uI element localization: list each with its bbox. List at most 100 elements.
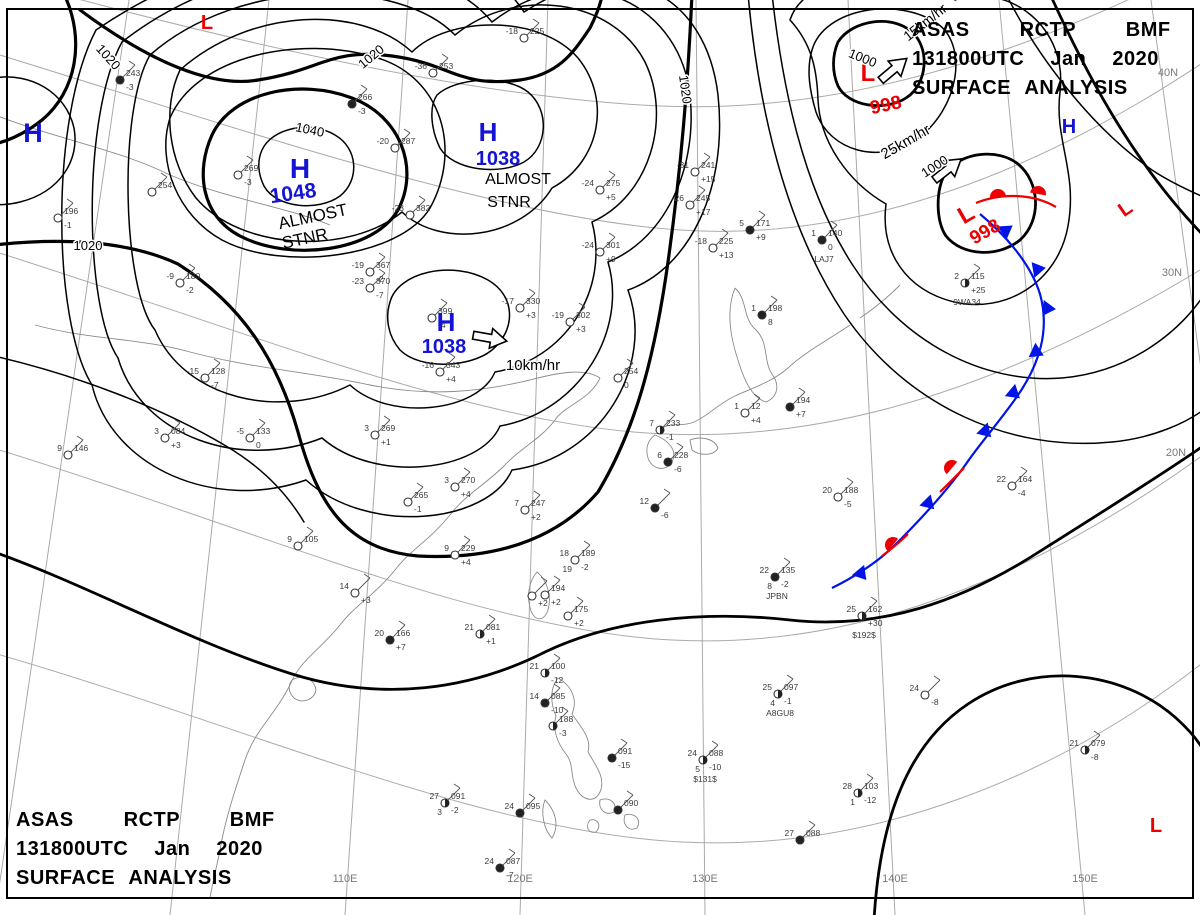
isobar (747, 0, 1200, 445)
station-pressure: 266 (358, 92, 372, 102)
graticule-line (1150, 0, 1200, 366)
station-plot: 196-1 (53, 198, 78, 230)
wind-barb-tick-icon (786, 674, 794, 680)
station-pressure: 087 (506, 856, 520, 866)
wind-barb-icon (547, 687, 561, 701)
coastline (0, 116, 331, 226)
station-id: JPBN (766, 591, 788, 601)
station-circle-icon (785, 402, 795, 412)
station-tendency: +5 (606, 192, 616, 202)
wind-barb-tick-icon (128, 60, 136, 66)
station-circle-icon (833, 492, 843, 502)
station-circle-icon (147, 187, 157, 197)
station-temp: 24 (688, 748, 698, 758)
wind-barb-tick-icon (553, 653, 561, 659)
isobar (0, 0, 694, 559)
station-circle-icon (347, 99, 357, 109)
coastline (528, 571, 550, 620)
low-center: L (201, 12, 213, 34)
high-center: H (437, 307, 456, 337)
wind-barb-icon (705, 744, 719, 758)
wind-barb-icon (614, 742, 628, 756)
wind-barb-tick-icon (540, 576, 548, 582)
station-circle-icon (450, 482, 460, 492)
station-temp: 7 (649, 418, 654, 428)
station-temp: 1 (811, 228, 816, 238)
latitude-label: 30N (1162, 267, 1182, 279)
station-plot: 254 (147, 172, 172, 197)
wind-barb-icon (662, 414, 676, 428)
station-tendency: -7 (506, 870, 514, 880)
wind-barb-icon (410, 486, 424, 500)
high-value: 1038 (422, 336, 467, 358)
warm-front-pip-icon (944, 460, 958, 475)
station-tendency: -2 (186, 285, 194, 295)
station-tendency: -7 (376, 290, 384, 300)
station-temp: -18 (506, 26, 519, 36)
station-temp: 25 (847, 604, 857, 614)
station-temp: 24 (485, 856, 495, 866)
station-pressure: 382 (416, 203, 430, 213)
valid-time: 131800UTC Jan 2020 (16, 838, 263, 860)
station-pressure: 162 (868, 604, 882, 614)
station-tendency: 0 (256, 440, 261, 450)
wind-barb-icon (547, 657, 561, 671)
wind-barb-icon (372, 272, 386, 286)
station-pressure: 100 (551, 661, 565, 671)
movement-speed-label: 25km/hr (878, 121, 933, 163)
station-pressure: 188 (559, 714, 573, 724)
wind-barb-tick-icon (561, 706, 569, 712)
station-tendency: -15 (618, 760, 631, 770)
wind-barb-tick-icon (753, 393, 761, 399)
station-tendency: -5 (844, 499, 852, 509)
wind-barb-icon (357, 577, 371, 591)
wind-barb-tick-icon (668, 410, 676, 416)
station-pressure: 301 (606, 240, 620, 250)
wind-barb-tick-icon (173, 418, 181, 424)
station-plot: 266-3 (347, 84, 372, 116)
high-center: H (479, 117, 498, 147)
wind-barb-tick-icon (398, 620, 406, 626)
station-half-cover-icon (480, 630, 484, 638)
isobar (258, 126, 355, 207)
motion-arrows (471, 57, 963, 350)
station-weather: 5 (695, 764, 700, 774)
station-temp: 14 (340, 581, 350, 591)
station-circle-icon (365, 283, 375, 293)
wind-barb-tick-icon (576, 596, 584, 602)
isobar (78, 0, 603, 84)
station-temp: -15 (187, 366, 200, 376)
station-tendency: -1 (666, 432, 674, 442)
wind-barb-icon (534, 580, 548, 594)
station-tendency: -6 (661, 510, 669, 520)
graticule-line (847, 0, 896, 915)
wind-barb-tick-icon (698, 185, 706, 191)
station-plot: -18 225 +13 (695, 228, 734, 260)
station-plot: 24 088 -10 5$131$ (688, 740, 723, 784)
station-temp: 22 (760, 565, 770, 575)
wind-barb-tick-icon (246, 155, 254, 161)
station-tendency: +3 (361, 595, 371, 605)
station-half-cover-icon (660, 426, 664, 434)
station-tendency: -8 (931, 697, 939, 707)
wind-barb-tick-icon (448, 352, 456, 358)
station-plot: 3 270 +4 (444, 467, 475, 499)
coastline (859, 284, 901, 319)
station-tendency: -4 (438, 320, 446, 330)
station-plot: 18 189 -2 19 (560, 540, 595, 574)
isobar-label: 1020 (355, 42, 387, 72)
station-pressure: 247 (531, 498, 545, 508)
station-plot: -23 382 (392, 195, 430, 220)
wind-barb-tick-icon (463, 467, 471, 473)
station-circle-icon (385, 635, 395, 645)
wind-barb-icon (780, 678, 794, 692)
cold-front-pip-icon (1031, 262, 1046, 278)
station-plot: 269-3 (233, 155, 258, 187)
map-border (6, 8, 1194, 899)
station-plot: -20 287 (377, 128, 415, 153)
wind-barb-tick-icon (663, 488, 671, 494)
movement-arrow-icon (930, 157, 963, 185)
station-temp: 9 (287, 534, 292, 544)
station-weather: 19 (563, 564, 573, 574)
station-temp: -5 (236, 426, 244, 436)
